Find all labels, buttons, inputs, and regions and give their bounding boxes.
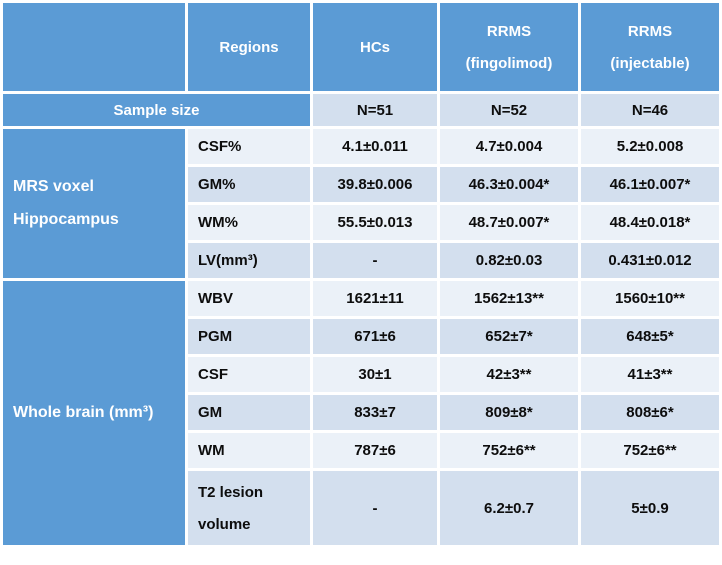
- value-cell: 55.5±0.013: [313, 205, 437, 240]
- value-cell: 671±6: [313, 319, 437, 354]
- header-rrms-fingolimod-line2: (fingolimod): [465, 54, 553, 72]
- region-t2-line1: T2 lesion: [198, 483, 264, 501]
- value-cell: 648±5*: [581, 319, 719, 354]
- section-mrs-line1: MRS voxel: [13, 178, 94, 195]
- region-cell-gm: GM: [188, 395, 310, 430]
- header-regions: Regions: [188, 3, 310, 91]
- table-row: GM% 39.8±0.006 46.3±0.004* 46.1±0.007*: [3, 167, 719, 202]
- table-row: CSF 30±1 42±3** 41±3**: [3, 357, 719, 392]
- value-cell: 1621±11: [313, 281, 437, 316]
- value-cell: 4.7±0.004: [440, 129, 578, 164]
- value-cell: 833±7: [313, 395, 437, 430]
- header-empty-cell: [3, 3, 185, 91]
- header-row: Regions HCs RRMS (fingolimod) RRMS (inje…: [3, 3, 719, 91]
- table-row: LV(mm³) - 0.82±0.03 0.431±0.012: [3, 243, 719, 278]
- sample-size-injectable-cell: N=46: [581, 94, 719, 126]
- table-row: T2 lesion volume - 6.2±0.7 5±0.9: [3, 471, 719, 545]
- section-mrs-hippocampus: MRS voxel Hippocampus: [3, 129, 185, 278]
- value-cell: 30±1: [313, 357, 437, 392]
- value-cell: -: [313, 471, 437, 545]
- value-cell: 4.1±0.011: [313, 129, 437, 164]
- sample-size-hcs-cell: N=51: [313, 94, 437, 126]
- value-cell: 1562±13**: [440, 281, 578, 316]
- region-cell-gm-pct: GM%: [188, 167, 310, 202]
- table-row: PGM 671±6 652±7* 648±5*: [3, 319, 719, 354]
- sample-size-label-cell: Sample size: [3, 94, 310, 126]
- value-cell: 809±8*: [440, 395, 578, 430]
- value-cell: 41±3**: [581, 357, 719, 392]
- region-t2-line2: volume: [198, 515, 251, 533]
- region-cell-wbv: WBV: [188, 281, 310, 316]
- value-cell: 1560±10**: [581, 281, 719, 316]
- header-rrms-injectable-line1: RRMS: [627, 22, 673, 40]
- header-rrms-injectable-line2: (injectable): [610, 54, 690, 72]
- value-cell: 39.8±0.006: [313, 167, 437, 202]
- region-cell-wm-pct: WM%: [188, 205, 310, 240]
- value-cell: 42±3**: [440, 357, 578, 392]
- sample-size-fingolimod-cell: N=52: [440, 94, 578, 126]
- results-table: Regions HCs RRMS (fingolimod) RRMS (inje…: [3, 3, 719, 545]
- region-cell-wm: WM: [188, 433, 310, 468]
- region-cell-csf: CSF: [188, 357, 310, 392]
- table-row: MRS voxel Hippocampus CSF% 4.1±0.011 4.7…: [3, 129, 719, 278]
- value-cell: 808±6*: [581, 395, 719, 430]
- region-cell-t2-lesion-volume: T2 lesion volume: [188, 471, 310, 545]
- value-cell: 46.3±0.004*: [440, 167, 578, 202]
- value-cell: 6.2±0.7: [440, 471, 578, 545]
- value-cell: -: [313, 243, 437, 278]
- header-rrms-fingolimod: RRMS (fingolimod): [440, 3, 578, 91]
- value-cell: 0.431±0.012: [581, 243, 719, 278]
- region-cell-lv: LV(mm³): [188, 243, 310, 278]
- sample-size-row: Sample size N=51 N=52 N=46: [3, 94, 719, 126]
- table-row: WM% 55.5±0.013 48.7±0.007* 48.4±0.018*: [3, 205, 719, 240]
- header-rrms-fingolimod-line1: RRMS: [486, 22, 532, 40]
- value-cell: 5±0.9: [581, 471, 719, 545]
- header-rrms-injectable: RRMS (injectable): [581, 3, 719, 91]
- region-cell-pgm: PGM: [188, 319, 310, 354]
- value-cell: 5.2±0.008: [581, 129, 719, 164]
- value-cell: 0.82±0.03: [440, 243, 578, 278]
- section-whole-brain: Whole brain (mm³): [3, 281, 185, 545]
- table-row: WM 787±6 752±6** 752±6**: [3, 433, 719, 468]
- table-row: Whole brain (mm³) WBV 1621±11 1562±13** …: [3, 281, 719, 545]
- table-row: GM 833±7 809±8* 808±6*: [3, 395, 719, 430]
- value-cell: 787±6: [313, 433, 437, 468]
- region-cell-csf-pct: CSF%: [188, 129, 310, 164]
- value-cell: 752±6**: [581, 433, 719, 468]
- value-cell: 48.4±0.018*: [581, 205, 719, 240]
- section-mrs-line2: Hippocampus: [13, 211, 119, 228]
- value-cell: 48.7±0.007*: [440, 205, 578, 240]
- header-hcs: HCs: [313, 3, 437, 91]
- value-cell: 652±7*: [440, 319, 578, 354]
- value-cell: 46.1±0.007*: [581, 167, 719, 202]
- value-cell: 752±6**: [440, 433, 578, 468]
